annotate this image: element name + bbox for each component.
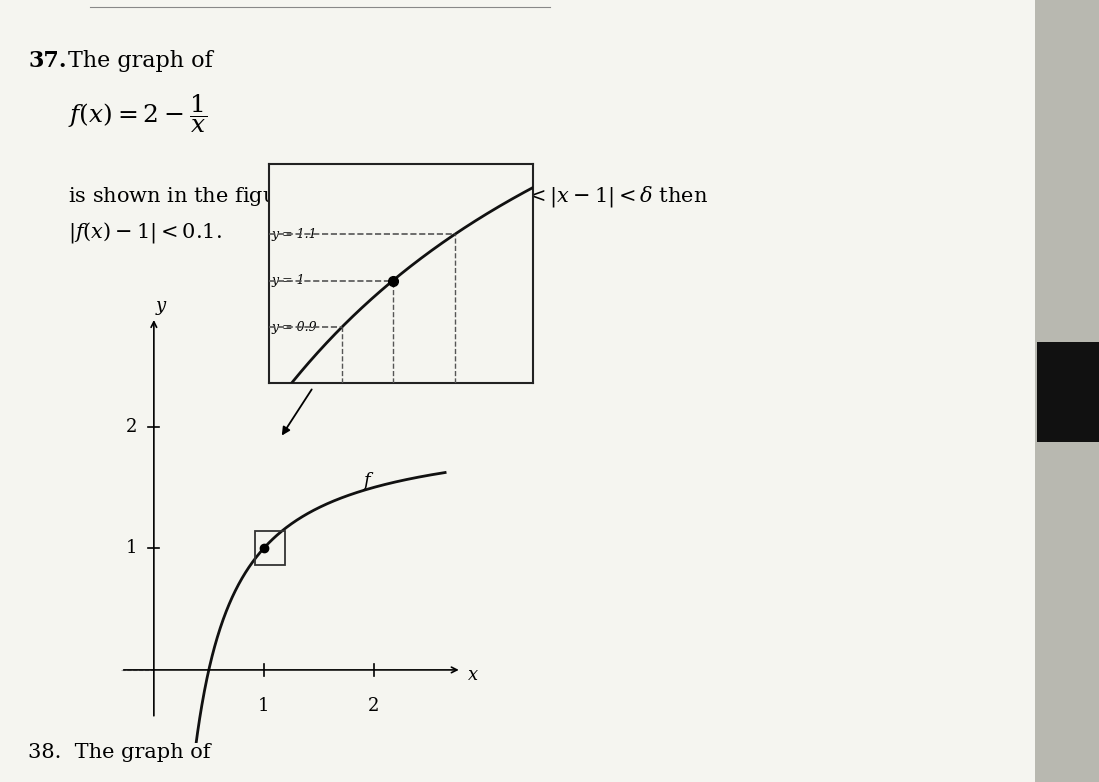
Text: y = 1: y = 1	[271, 274, 306, 287]
Text: 2: 2	[126, 418, 137, 436]
Bar	[1037, 342, 1099, 442]
Text: 2: 2	[368, 697, 379, 715]
Text: y: y	[155, 296, 166, 314]
Text: y = 0.9: y = 0.9	[271, 321, 318, 334]
Text: 37.: 37.	[27, 50, 67, 72]
Text: 1: 1	[126, 540, 137, 558]
Bar	[1035, 0, 1099, 782]
Text: is shown in the figure. Find $\delta$ such that if $0 < |x - 1| < \delta$ then: is shown in the figure. Find $\delta$ su…	[68, 184, 708, 209]
Text: x: x	[468, 665, 478, 683]
Text: 1: 1	[258, 697, 269, 715]
Text: $f(x) = 2 - \dfrac{1}{x}$: $f(x) = 2 - \dfrac{1}{x}$	[68, 92, 207, 135]
Bar	[255, 531, 286, 565]
Text: The graph of: The graph of	[68, 50, 213, 72]
Text: 38.  The graph of: 38. The graph of	[27, 743, 211, 762]
Text: f: f	[363, 472, 369, 490]
Text: y = 1.1: y = 1.1	[271, 228, 318, 241]
Text: $|f(x) - 1| < 0.1.$: $|f(x) - 1| < 0.1.$	[68, 220, 222, 245]
